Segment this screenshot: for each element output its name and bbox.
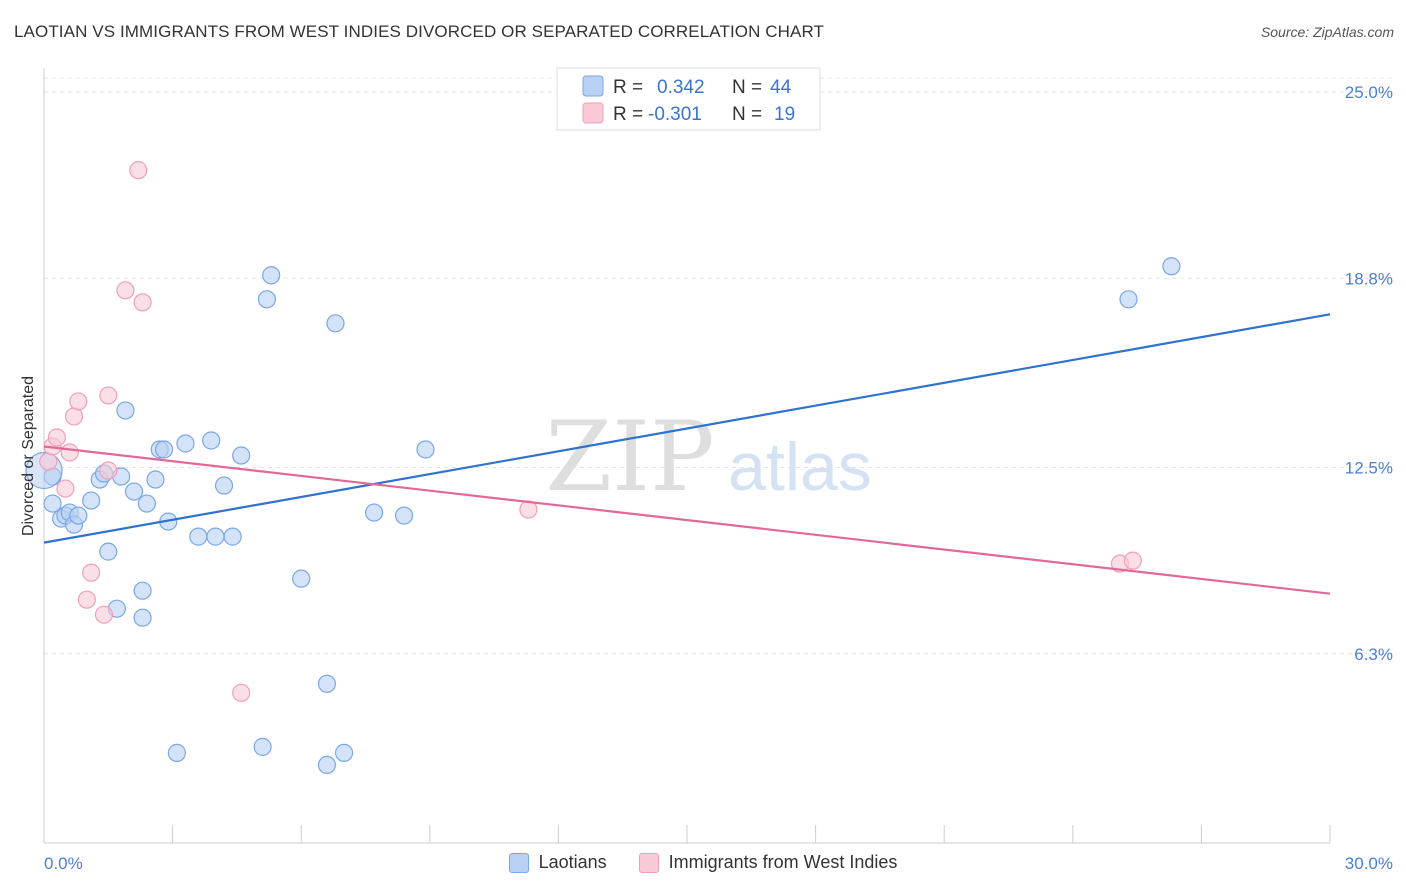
watermark-atlas: atlas — [728, 429, 872, 505]
legend-item-west-indies: Immigrants from West Indies — [638, 852, 898, 873]
trend-line-laotians — [43, 313, 1331, 544]
point-laotians-31 — [257, 290, 277, 309]
y-axis-title: Divorced or Separated — [20, 376, 37, 536]
legend-swatch-west-indies-bottom — [638, 852, 659, 873]
point-west-indies-13 — [129, 161, 148, 180]
point-laotians-20 — [154, 440, 174, 459]
point-laotians-15 — [133, 581, 152, 600]
point-laotians-33 — [292, 569, 311, 588]
point-west-indies-7 — [77, 590, 96, 609]
point-west-indies-9 — [94, 605, 114, 624]
point-west-indies-3 — [56, 479, 75, 498]
point-laotians-1 — [43, 494, 62, 513]
point-laotians-13 — [116, 401, 135, 420]
watermark-zip: ZIP — [545, 401, 714, 513]
legend-r-value-2: -0.301 — [648, 104, 702, 125]
point-laotians-39 — [394, 506, 414, 525]
point-west-indies-8 — [82, 563, 101, 582]
point-laotians-14 — [124, 482, 144, 501]
point-west-indies-18 — [1123, 551, 1142, 570]
correlation-legend: R = 0.342 N = 44 R = -0.301 N = 19 — [556, 67, 821, 131]
legend-item-laotians: Laotians — [508, 852, 607, 873]
point-west-indies-12 — [116, 281, 135, 300]
legend-r-label-2: R = — [613, 104, 643, 125]
legend-n-label-2: N = — [732, 104, 762, 125]
legend-r-value-1: 0.342 — [657, 77, 705, 98]
point-laotians-38 — [364, 503, 384, 522]
source-label: Source: ZipAtlas.com — [1260, 24, 1394, 40]
grid-lines — [44, 77, 1393, 655]
point-laotians-36 — [326, 314, 345, 333]
point-laotians-7 — [82, 491, 101, 510]
point-laotians-16 — [133, 608, 152, 627]
point-west-indies-2 — [47, 428, 66, 447]
legend-swatch-west-indies — [582, 102, 604, 124]
point-laotians-10 — [99, 542, 118, 561]
point-laotians-18 — [146, 470, 165, 489]
point-laotians-37 — [334, 743, 354, 762]
point-laotians-29 — [232, 446, 251, 465]
point-laotians-23 — [176, 434, 195, 453]
point-laotians-40 — [416, 440, 435, 459]
point-laotians-26 — [206, 527, 225, 546]
series-legend: Laotians Immigrants from West Indies — [0, 852, 1406, 873]
point-laotians-22 — [167, 743, 186, 762]
y-tick-label-3: 6.3% — [1354, 645, 1393, 664]
point-west-indies-5 — [64, 407, 84, 426]
point-west-indies-15 — [232, 683, 251, 702]
watermark: ZIP atlas — [545, 401, 871, 513]
legend-swatch-laotians-bottom — [508, 852, 529, 873]
legend-n-label-1: N = — [732, 77, 762, 98]
x-tick-label-min: 0.0% — [44, 854, 83, 873]
legend-n-value-2: 19 — [774, 104, 795, 125]
point-laotians-6 — [69, 506, 88, 525]
point-laotians-28 — [223, 527, 242, 546]
data-points — [25, 161, 1181, 775]
point-laotians-42 — [1162, 257, 1181, 276]
axes — [43, 68, 1331, 844]
y-tick-label-2: 12.5% — [1345, 459, 1393, 478]
point-laotians-27 — [214, 476, 234, 495]
point-laotians-35 — [317, 674, 337, 693]
legend-label-laotians: Laotians — [538, 852, 607, 872]
x-tick-labels: 0.0% 30.0% — [44, 854, 1393, 873]
point-west-indies-6 — [69, 392, 88, 411]
point-west-indies-11 — [99, 386, 118, 405]
point-west-indies-14 — [133, 293, 152, 312]
trend-lines — [43, 313, 1331, 595]
point-west-indies-0 — [39, 452, 58, 471]
point-laotians-34 — [317, 755, 337, 775]
y-tick-label-1: 18.8% — [1345, 269, 1393, 288]
x-tick-label-max: 30.0% — [1345, 854, 1393, 873]
point-laotians-32 — [262, 266, 281, 285]
point-west-indies-10 — [99, 461, 118, 480]
legend-n-value-1: 44 — [770, 77, 792, 98]
legend-label-west-indies: Immigrants from West Indies — [668, 852, 898, 872]
point-west-indies-4 — [60, 443, 79, 462]
point-laotians-41 — [1119, 290, 1138, 309]
legend-swatch-laotians — [582, 75, 604, 97]
legend-r-label-1: R = — [613, 77, 643, 98]
point-laotians-30 — [253, 737, 272, 756]
trend-line-west-indies — [43, 445, 1331, 595]
point-laotians-17 — [137, 494, 156, 513]
y-tick-labels: 25.0% 18.8% 12.5% 6.3% — [1345, 83, 1393, 664]
point-laotians-24 — [189, 527, 208, 546]
y-tick-label-0: 25.0% — [1345, 83, 1393, 102]
chart-title: LAOTIAN VS IMMIGRANTS FROM WEST INDIES D… — [14, 22, 825, 41]
point-laotians-25 — [202, 431, 221, 450]
